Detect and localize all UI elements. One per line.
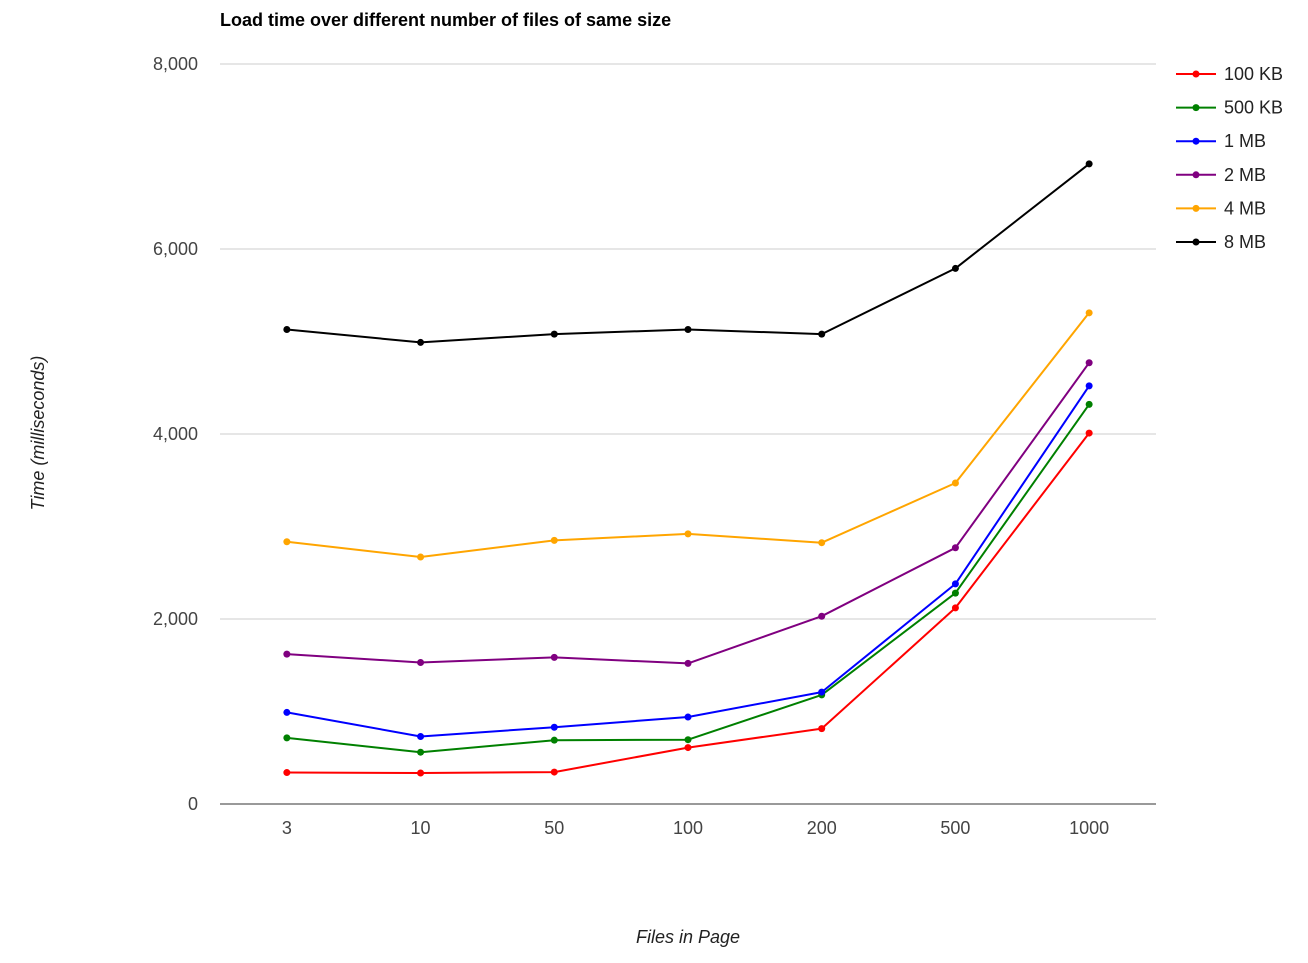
legend-marker bbox=[1192, 204, 1200, 212]
legend-label: 8 MB bbox=[1224, 232, 1266, 252]
x-tick-label: 10 bbox=[411, 818, 431, 838]
data-point bbox=[417, 338, 425, 346]
chart-title: Load time over different number of files… bbox=[220, 10, 671, 30]
legend-item: 100 KB bbox=[1176, 64, 1283, 84]
data-point bbox=[1085, 429, 1093, 437]
data-point bbox=[951, 544, 959, 552]
series-lines bbox=[286, 163, 1090, 774]
data-point bbox=[684, 736, 692, 744]
legend-label: 4 MB bbox=[1224, 198, 1266, 218]
y-tick-label: 0 bbox=[188, 794, 198, 814]
series-line-5 bbox=[286, 163, 1090, 344]
data-point bbox=[283, 769, 291, 777]
data-point bbox=[283, 708, 291, 716]
y-tick-label: 8,000 bbox=[153, 54, 198, 74]
data-point bbox=[951, 604, 959, 612]
x-tick-label: 200 bbox=[807, 818, 837, 838]
data-point bbox=[1085, 382, 1093, 390]
legend-marker bbox=[1192, 104, 1200, 112]
data-point bbox=[550, 330, 558, 338]
data-point bbox=[417, 748, 425, 756]
data-point bbox=[283, 325, 291, 333]
series-line-1 bbox=[286, 403, 1090, 754]
data-point bbox=[684, 659, 692, 667]
data-point bbox=[550, 653, 558, 661]
data-point bbox=[951, 264, 959, 272]
data-point bbox=[818, 688, 826, 696]
legend-marker bbox=[1192, 238, 1200, 246]
data-point bbox=[550, 536, 558, 544]
gridlines bbox=[220, 63, 1156, 620]
data-point bbox=[417, 732, 425, 740]
y-tick-label: 2,000 bbox=[153, 609, 198, 629]
data-point bbox=[1085, 359, 1093, 367]
y-tick-label: 4,000 bbox=[153, 424, 198, 444]
data-point bbox=[818, 330, 826, 338]
x-tick-label: 500 bbox=[940, 818, 970, 838]
legend-item: 8 MB bbox=[1176, 232, 1266, 252]
data-point bbox=[1085, 400, 1093, 408]
data-point bbox=[283, 650, 291, 658]
series-line-0 bbox=[286, 432, 1090, 774]
x-tick-label: 1000 bbox=[1069, 818, 1109, 838]
x-tick-label: 50 bbox=[544, 818, 564, 838]
legend-label: 100 KB bbox=[1224, 64, 1283, 84]
data-point bbox=[1085, 160, 1093, 168]
y-tick-label: 6,000 bbox=[153, 239, 198, 259]
series-line-4 bbox=[286, 312, 1090, 558]
legend-item: 500 KB bbox=[1176, 98, 1283, 118]
data-point bbox=[818, 612, 826, 620]
data-point bbox=[550, 723, 558, 731]
data-point bbox=[951, 479, 959, 487]
y-axis-ticks: 0 2,000 4,000 6,000 8,000 bbox=[153, 54, 198, 814]
data-point bbox=[684, 713, 692, 721]
series-points bbox=[283, 160, 1093, 777]
data-point bbox=[550, 768, 558, 776]
legend-label: 1 MB bbox=[1224, 131, 1266, 151]
y-axis-title: Time (milliseconds) bbox=[28, 356, 48, 511]
data-point bbox=[684, 325, 692, 333]
data-point bbox=[951, 589, 959, 597]
data-point bbox=[417, 658, 425, 666]
data-point bbox=[417, 769, 425, 777]
legend-marker bbox=[1192, 70, 1200, 78]
x-axis-title: Files in Page bbox=[636, 927, 740, 947]
legend-marker bbox=[1192, 171, 1200, 179]
data-point bbox=[1085, 309, 1093, 317]
x-tick-label: 3 bbox=[282, 818, 292, 838]
data-point bbox=[684, 530, 692, 538]
data-point bbox=[818, 539, 826, 547]
data-point bbox=[550, 736, 558, 744]
data-point bbox=[684, 744, 692, 752]
x-axis-ticks: 3 10 50 100 200 500 1000 bbox=[282, 818, 1109, 838]
legend-marker bbox=[1192, 137, 1200, 145]
legend-label: 500 KB bbox=[1224, 98, 1283, 118]
legend-item: 4 MB bbox=[1176, 198, 1266, 218]
legend-label: 2 MB bbox=[1224, 165, 1266, 185]
series-line-2 bbox=[286, 385, 1090, 738]
legend: 100 KB 500 KB 1 MB 2 MB 4 MB 8 MB bbox=[1176, 64, 1283, 252]
legend-item: 1 MB bbox=[1176, 131, 1266, 151]
data-point bbox=[283, 734, 291, 742]
data-point bbox=[417, 553, 425, 561]
data-point bbox=[951, 580, 959, 588]
legend-item: 2 MB bbox=[1176, 165, 1266, 185]
data-point bbox=[818, 725, 826, 733]
x-tick-label: 100 bbox=[673, 818, 703, 838]
series-line-3 bbox=[286, 362, 1090, 665]
data-point bbox=[283, 538, 291, 546]
